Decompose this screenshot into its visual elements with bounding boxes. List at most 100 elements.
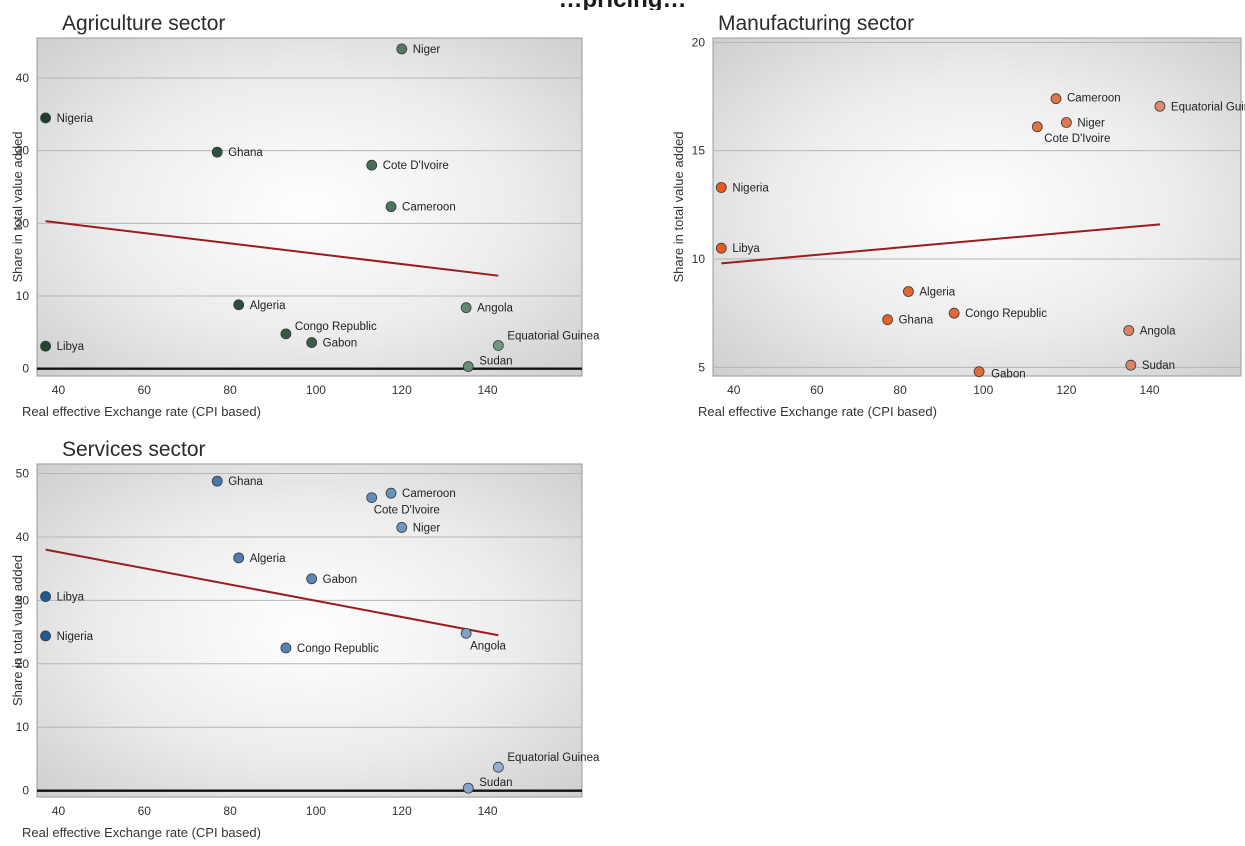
chart-agriculture-sector: Agriculture sector 0 10 20 30 40 40 60 80 100 120 1…: [10, 12, 600, 419]
point-label-nigeria: Nigeria: [57, 113, 94, 125]
y-axis-label: Share in total value added: [671, 131, 686, 282]
point-congo-republic: [948, 307, 960, 319]
x-tick-label: 140: [478, 383, 498, 397]
x-tick-label: 60: [810, 383, 824, 397]
y-tick-label: 10: [692, 252, 706, 266]
point-label-sudan: Sudan: [1142, 360, 1175, 372]
point-algeria: [233, 552, 245, 564]
x-axis-label: Real effective Exchange rate (CPI based): [22, 825, 261, 840]
point-cameroon: [1050, 93, 1062, 105]
point-equatorial-guinea: [492, 761, 504, 773]
y-tick-label: 10: [16, 720, 30, 734]
point-label-congo-republic: Congo Republic: [295, 321, 377, 333]
point-equatorial-guinea: [492, 340, 504, 351]
point-label-equatorial-guinea: Equatorial Guinea: [507, 330, 600, 342]
point-label-nigeria: Nigeria: [57, 631, 94, 643]
point-algeria: [903, 286, 914, 297]
trend-line: [721, 223, 1161, 265]
point-label-congo-republic: Congo Republic: [965, 308, 1047, 320]
point-cote-d-ivoire: [366, 492, 378, 504]
point-label-angola: Angola: [1140, 326, 1176, 338]
point-label-algeria: Algeria: [250, 300, 286, 312]
point-label-sudan: Sudan: [479, 356, 512, 368]
point-label-ghana: Ghana: [228, 147, 263, 159]
x-tick-label: 80: [223, 804, 237, 818]
y-tick-label: 50: [16, 467, 30, 481]
y-tick-label: 20: [692, 35, 706, 49]
y-tick-label: 40: [16, 71, 30, 85]
point-nigeria: [715, 182, 727, 193]
x-tick-label: 60: [138, 383, 152, 397]
point-cote-d-ivoire: [1031, 121, 1043, 133]
chart-services-sector: Services sector 0 10 20 30 40 50 40 60 80 100 120 14…: [10, 438, 600, 840]
point-congo-republic: [280, 642, 292, 654]
y-axis-label: Share in total value added: [10, 555, 25, 706]
point-sudan: [462, 782, 474, 794]
point-label-niger: Niger: [413, 44, 441, 56]
trend-line: [45, 220, 499, 277]
point-label-gabon: Gabon: [323, 574, 358, 586]
x-tick-label: 100: [306, 804, 326, 818]
point-label-cameroon: Cameroon: [1067, 93, 1121, 105]
x-tick-label: 100: [973, 383, 993, 397]
y-tick-label: 20: [16, 216, 30, 230]
point-label-cote-d-ivoire: Cote D'Ivoire: [1044, 133, 1110, 145]
point-label-angola: Angola: [470, 640, 506, 652]
x-tick-label: 120: [392, 383, 412, 397]
y-axis-label: Share in total value added: [10, 131, 25, 282]
point-sudan: [1125, 359, 1137, 371]
point-label-cote-d-ivoire: Cote D'Ivoire: [383, 160, 449, 172]
point-label-niger: Niger: [1077, 118, 1105, 130]
point-ghana: [882, 314, 894, 326]
point-libya: [40, 591, 51, 602]
point-label-libya: Libya: [57, 592, 85, 604]
y-tick-label: 30: [16, 144, 30, 158]
x-tick-label: 40: [52, 804, 66, 818]
point-angola: [1123, 325, 1135, 336]
y-tick-label: 40: [16, 530, 30, 544]
point-label-libya: Libya: [732, 243, 760, 255]
point-angola: [460, 627, 472, 639]
x-tick-label: 100: [306, 383, 326, 397]
point-libya: [715, 242, 727, 254]
point-cameroon: [385, 487, 397, 499]
point-angola: [460, 302, 472, 314]
point-label-congo-republic: Congo Republic: [297, 643, 379, 655]
y-tick-label: 0: [22, 362, 29, 376]
point-label-nigeria: Nigeria: [732, 183, 769, 195]
trend-line: [45, 548, 499, 637]
chart-title: Manufacturing sector: [718, 12, 914, 35]
point-label-ghana: Ghana: [228, 476, 263, 488]
point-congo-republic: [280, 328, 292, 340]
x-tick-label: 40: [727, 383, 741, 397]
point-gabon: [973, 366, 985, 378]
point-label-sudan: Sudan: [479, 777, 512, 789]
point-label-equatorial-guinea: Equatorial Guinea: [1171, 101, 1245, 113]
x-axis-label: Real effective Exchange rate (CPI based): [698, 404, 937, 419]
point-label-gabon: Gabon: [991, 369, 1026, 381]
point-label-gabon: Gabon: [323, 338, 358, 350]
point-label-cameroon: Cameroon: [402, 202, 456, 214]
point-nigeria: [40, 630, 51, 642]
x-tick-label: 140: [1140, 383, 1160, 397]
y-tick-label: 15: [692, 144, 706, 158]
plot-area: [36, 37, 583, 377]
point-cote-d-ivoire: [366, 159, 378, 171]
y-tick-label: 5: [698, 360, 705, 374]
point-libya: [40, 340, 51, 352]
point-ghana: [211, 475, 223, 487]
point-gabon: [306, 337, 318, 348]
x-tick-label: 80: [893, 383, 907, 397]
x-tick-label: 120: [392, 804, 412, 818]
point-nigeria: [40, 112, 51, 124]
x-axis-label: Real effective Exchange rate (CPI based): [22, 404, 261, 419]
point-niger: [396, 43, 408, 55]
y-tick-label: 20: [16, 657, 30, 671]
point-label-niger: Niger: [413, 522, 441, 534]
x-tick-label: 80: [223, 383, 237, 397]
point-sudan: [462, 361, 474, 372]
point-cameroon: [385, 201, 397, 213]
y-tick-label: 0: [22, 784, 29, 798]
point-ghana: [211, 146, 223, 158]
